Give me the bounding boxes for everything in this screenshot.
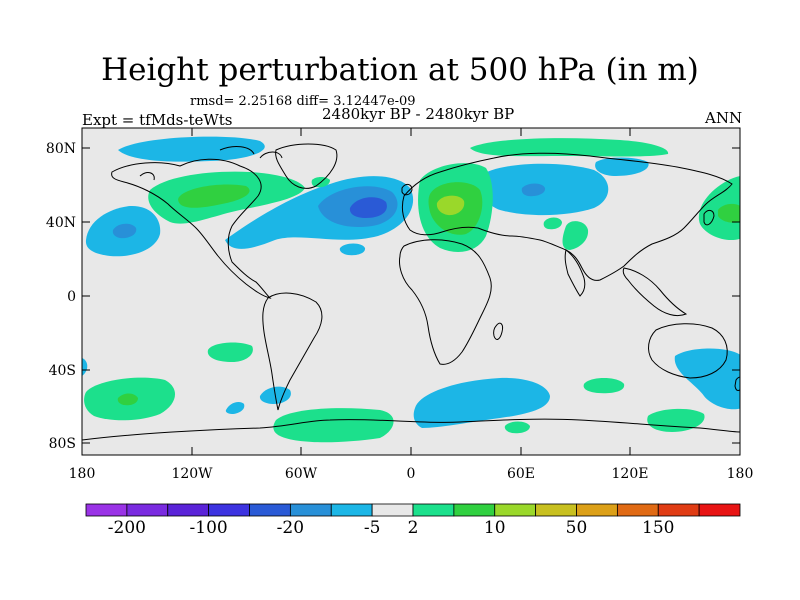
neg-region-siberia-core xyxy=(521,183,546,197)
lon-tick-label-180w: 180 xyxy=(69,466,96,482)
coast-arctic-islands xyxy=(139,146,283,181)
pos-region-africa-south xyxy=(207,342,253,362)
colorbar-swatch xyxy=(330,503,373,517)
pos-region-tibet xyxy=(562,221,589,250)
lon-tick-label-0: 0 xyxy=(407,466,416,482)
colorbar-label: -20 xyxy=(277,518,304,538)
pos-region-north-pole-strip xyxy=(470,138,669,157)
coastlines xyxy=(82,143,740,441)
colorbar-label: 150 xyxy=(642,518,674,538)
season-label: ANN xyxy=(705,109,743,127)
coast-greenland xyxy=(275,143,338,189)
coast-antarctica xyxy=(82,418,740,441)
pos-region-antarctica-east xyxy=(647,408,705,432)
experiment-label: Expt = tfMds-teWts xyxy=(82,111,233,129)
colorbar-swatch xyxy=(208,503,250,517)
colorbar-swatch xyxy=(616,503,659,517)
coast-india xyxy=(564,249,586,297)
lat-tick-label-0: 0 xyxy=(67,289,76,305)
colorbar-swatch xyxy=(412,503,455,517)
colorbar: -200 -100 -20 -5 2 10 50 150 xyxy=(85,503,741,538)
pos-region-antarctica-small xyxy=(504,421,530,434)
neg-region-arctic-pacific xyxy=(118,136,265,162)
neg-region-atlantic-center xyxy=(349,197,387,218)
lon-tick-label-120e: 120E xyxy=(612,466,649,482)
colorbar-swatch xyxy=(249,503,291,517)
coast-southeast-asia xyxy=(622,267,688,317)
coast-australia xyxy=(648,323,728,379)
colorbar-label: -5 xyxy=(364,518,381,538)
lon-tick-label-120w: 120W xyxy=(171,466,213,482)
lat-tick-label-40n: 40N xyxy=(46,215,76,231)
colorbar-label: -100 xyxy=(190,518,228,538)
lon-tick-label-180e: 180 xyxy=(727,466,754,482)
coast-uk xyxy=(401,183,413,196)
neg-region-south-indian xyxy=(413,377,550,428)
coast-japan xyxy=(703,209,715,226)
lon-tick-label-60w: 60W xyxy=(285,466,318,482)
plot-title: Height perturbation at 500 hPa (in m) xyxy=(101,52,699,88)
colorbar-label: 50 xyxy=(566,518,588,538)
coast-africa xyxy=(399,239,492,365)
colorbar-swatch xyxy=(453,503,496,517)
coast-eurasia xyxy=(401,152,733,281)
neg-region-south-pacific-small xyxy=(225,402,245,414)
lat-tick-label-40s: 40S xyxy=(49,363,76,379)
pos-region-europe-core xyxy=(436,195,465,216)
pos-region-north-america-core xyxy=(178,184,250,208)
colorbar-swatch xyxy=(698,503,741,517)
colorbar-swatch xyxy=(494,503,537,517)
colorbar-swatch xyxy=(576,503,618,517)
lon-axis xyxy=(81,128,741,455)
anomaly-fields xyxy=(82,136,740,443)
pos-region-east-asia-core xyxy=(718,203,740,223)
colorbar-label: 10 xyxy=(484,518,506,538)
lon-tick-label-60e: 60E xyxy=(507,466,535,482)
colorbar-swatch xyxy=(371,503,414,517)
pos-region-antarctica-west xyxy=(273,408,394,443)
colorbar-label: 2 xyxy=(408,518,419,538)
neg-region-north-pacific-core xyxy=(112,223,137,239)
neg-region-small-atlantic xyxy=(339,243,366,256)
coast-madagascar xyxy=(493,322,503,340)
stats-line: rmsd= 2.25168 diff= 3.12447e-09 xyxy=(190,94,416,109)
colorbar-swatch xyxy=(289,503,332,517)
colorbar-swatch xyxy=(657,503,700,517)
coast-north-america xyxy=(111,158,272,299)
colorbar-swatch xyxy=(126,503,169,517)
pos-region-arabia xyxy=(543,217,562,230)
coast-south-america xyxy=(262,292,323,411)
colorbar-swatch xyxy=(535,503,577,517)
period-label: 2480kyr BP - 2480kyr BP xyxy=(322,105,515,123)
lat-axis xyxy=(82,147,740,444)
lat-tick-label-80n: 80N xyxy=(46,141,76,157)
colorbar-swatch xyxy=(167,503,210,517)
neg-region-far-west xyxy=(82,358,88,376)
neg-region-arctic-russia xyxy=(595,157,649,176)
lat-tick-label-80s: 80S xyxy=(49,436,76,452)
pos-region-south-pacific-core xyxy=(117,393,138,406)
colorbar-swatch xyxy=(85,503,128,517)
colorbar-label: -200 xyxy=(108,518,146,538)
pos-region-south-atlantic xyxy=(583,378,625,394)
